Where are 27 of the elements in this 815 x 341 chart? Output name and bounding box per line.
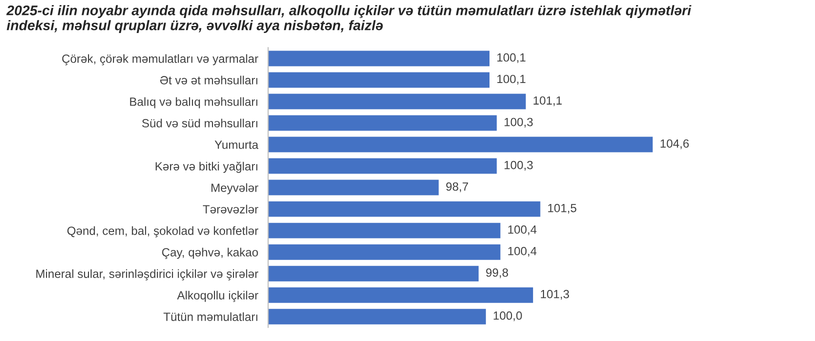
y-tick-label: Balıq və balıq məhsulları [130, 97, 258, 108]
data-label: 101,5 [548, 204, 576, 214]
data-label: 99,8 [486, 268, 508, 278]
y-tick-label: Qənd, cem, bal, şokolad və konfetlər [67, 226, 258, 238]
y-tick-label: Yumurta [214, 140, 258, 149]
data-label: 101,1 [534, 96, 562, 106]
y-tick-label: Mineral sular, sərinləşdirici içkilər və şirələr [36, 269, 258, 280]
data-label: 100,3 [504, 118, 533, 128]
chart-title: 2025-ci ilin noyabr ayında qida məhsulları, alkoqollu içkilər və tütün məmulatları üzrə istehlak qiymətləri indeksi, məhsul qrupları üzrə, əvvəlki aya nisbətən, faizlə [6, 5, 692, 34]
data-label: 100,3 [504, 160, 533, 171]
data-label: 101,3 [540, 290, 570, 300]
data-label: 100,0 [494, 311, 522, 322]
data-label: 104,6 [660, 139, 689, 150]
data-label: 100,4 [508, 225, 537, 236]
data-label: 100,1 [497, 53, 526, 64]
data-label: 100,1 [497, 74, 526, 85]
y-tick-label: Tərəvəzlər [202, 204, 258, 214]
y-tick-label: Ət və ət məhsulları [160, 76, 258, 84]
y-tick-label: Tütün məmulatları [164, 312, 258, 321]
y-tick-label: Alkoqollu içkilər [177, 290, 258, 302]
y-tick-label: Çay, qəhvə, kakao [162, 248, 258, 259]
data-label: 98,7 [446, 182, 468, 192]
y-tick-label: Meyvələr [211, 183, 258, 194]
y-tick-label: Çörək, çörək məmulatları və yarmalar [62, 54, 258, 66]
y-tick-label: Süd və süd məhsulları [142, 118, 258, 128]
y-tick-label: Kərə və bitki yağları [156, 162, 258, 173]
data-label: 100,4 [508, 246, 537, 257]
